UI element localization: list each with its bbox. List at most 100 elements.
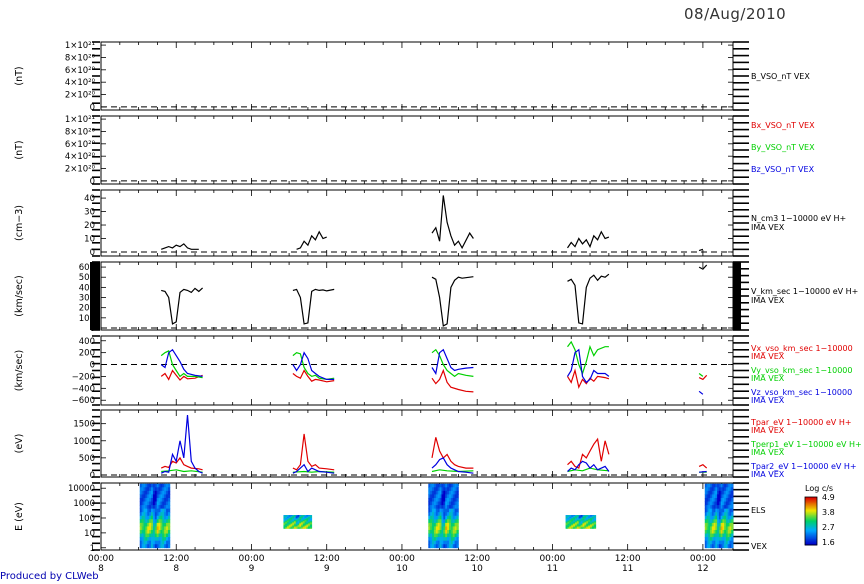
panel-7: 1 10 100 1000 10000 E (eV) Log c/s4.9 3.8 2.7 1.6…	[14, 482, 835, 554]
panel-2: 0 2×10²⁰ 4×10²⁰ 6×10²⁰ 8×10²⁰ 1×10²¹ (nT) Bx_VS…	[14, 115, 815, 187]
x-tick-day-label: 8	[173, 564, 179, 574]
y-tick-label: 0	[90, 248, 95, 258]
right-series-label: Vy_vso_km_sec 1−10000	[751, 366, 853, 375]
y-tick-label: 0	[90, 103, 95, 113]
right-series-label: IMA VEX	[751, 374, 785, 383]
y-tick-label: 8×10²⁰	[65, 53, 96, 63]
panel-3: 0 10 20 30 40 (cm−3) N_cm3 1−10000 eV H+IMA VE…	[14, 189, 846, 258]
y-tick-label: 6×10²⁰	[65, 66, 96, 76]
y-tick-label: 0	[90, 471, 95, 481]
right-density-bar	[733, 262, 741, 330]
x-tick-time-label: 12:00	[464, 554, 490, 564]
right-series-label: Vz_vso_km_sec 1−10000	[751, 388, 852, 397]
colorbar-title: Log c/s	[805, 484, 833, 493]
y-axis-label: (nT)	[14, 140, 25, 159]
x-tick-day-label: 11	[547, 564, 558, 574]
y-tick-label: 100	[79, 314, 95, 324]
spectrogram-block-1	[139, 483, 171, 549]
y-axis-label: (cm−3)	[14, 205, 25, 241]
y-tick-label: −200	[72, 372, 95, 382]
left-density-bar	[90, 262, 100, 330]
panel-frame	[100, 189, 734, 257]
right-series-label: IMA VEX	[751, 352, 785, 361]
x-tick-day-label: 9	[249, 564, 255, 574]
series-line-1	[160, 195, 704, 252]
panel-frame	[100, 261, 734, 331]
right-series-label: VEX	[751, 542, 768, 551]
right-series-label: Tperp1_eV 1−10000 eV H+	[750, 440, 862, 449]
y-tick-label: 500	[79, 273, 95, 283]
y-tick-label: 100	[79, 514, 95, 524]
right-series-label: IMA VEX	[751, 223, 785, 232]
y-tick-label: 300	[79, 294, 95, 304]
colorbar-tick-label: 1.6	[822, 538, 835, 547]
credit-text: Produced by CLWeb	[0, 571, 99, 582]
spectrogram-block-2	[283, 515, 313, 529]
x-tick-day-label: 12	[697, 564, 708, 574]
panel-4: 0100200300400500600(km/sec)V_km_sec 1−10…	[14, 261, 858, 334]
y-tick-label: 2×10²⁰	[65, 91, 96, 101]
right-series-label: Tpar_eV 1−10000 eV H+	[750, 418, 852, 427]
y-axis-label: (eV)	[14, 434, 25, 454]
x-tick-day-label: 11	[622, 564, 633, 574]
y-tick-label: 1000	[73, 437, 95, 447]
right-series-label: Tpar2_eV 1−10000 eV H+	[750, 462, 857, 471]
right-series-label: Bx_VSO_nT VEX	[751, 121, 815, 130]
panel-frame	[100, 335, 734, 406]
colorbar-frame	[804, 496, 818, 546]
x-tick-time-label: 00:00	[690, 554, 716, 564]
y-tick-label: 8×10²⁰	[65, 127, 96, 137]
y-tick-label: 2×10²⁰	[65, 165, 96, 175]
right-series-label: Vx_vso_km_sec 1−10000	[751, 344, 853, 353]
panel-frame	[100, 482, 734, 551]
right-series-label: IMA VEX	[751, 296, 785, 305]
right-series-label: N_cm3 1−10000 eV H+	[751, 214, 846, 223]
series-line-3	[160, 348, 704, 395]
y-tick-label: −600	[72, 396, 95, 406]
right-series-label: IMA VEX	[751, 470, 785, 479]
y-tick-label: 1×10²¹	[65, 115, 95, 125]
y-tick-label: −400	[72, 384, 95, 394]
colorbar-tick-label: 2.7	[822, 523, 835, 532]
x-tick-time-label: 00:00	[389, 554, 415, 564]
panel-frame	[100, 409, 734, 478]
y-tick-label: 10	[84, 529, 95, 539]
y-tick-label: 1×10²¹	[65, 41, 95, 51]
y-tick-label: 40	[84, 194, 95, 204]
series-line-1	[160, 368, 708, 393]
y-tick-label: 200	[79, 304, 95, 314]
right-series-label: ELS	[751, 506, 766, 515]
y-tick-label: 4×10²⁰	[65, 152, 96, 162]
series-line-1	[160, 433, 708, 471]
right-series-label: Bz_VSO_nT VEX	[751, 165, 815, 174]
y-axis-label: (km/sec)	[14, 350, 25, 391]
colorbar-tick-label: 3.8	[822, 508, 835, 517]
spectrogram-block-5	[704, 483, 734, 549]
right-series-label: IMA VEX	[751, 448, 785, 457]
right-series-label: IMA VEX	[751, 396, 785, 405]
x-tick-time-label: 12:00	[163, 554, 189, 564]
colorbar: Log c/s4.9 3.8 2.7 1.6	[804, 484, 835, 547]
right-series-label: B_VSO_nT VEX	[751, 72, 810, 81]
x-tick-time-label: 00:00	[88, 554, 114, 564]
y-tick-label: 10	[84, 234, 95, 244]
y-tick-label: 20	[84, 221, 95, 231]
y-tick-label: 1	[90, 544, 95, 554]
y-tick-label: 4×10²⁰	[65, 78, 96, 88]
x-tick-day-label: 10	[471, 564, 483, 574]
plot-date: 08/Aug/2010	[684, 5, 787, 23]
right-series-label: V_km_sec 1−10000 eV H+	[751, 287, 858, 296]
y-tick-label: 1000	[73, 499, 95, 509]
y-tick-label: 400	[79, 337, 95, 347]
x-tick-time-label: 12:00	[615, 554, 641, 564]
spectrogram-block-4	[565, 515, 597, 529]
series-line-2	[160, 340, 704, 381]
right-series-label: IMA VEX	[751, 426, 785, 435]
x-tick-time-label: 12:00	[314, 554, 340, 564]
y-tick-label: 200	[79, 349, 95, 359]
series-line-3	[160, 415, 707, 474]
series-line-1	[161, 264, 708, 327]
